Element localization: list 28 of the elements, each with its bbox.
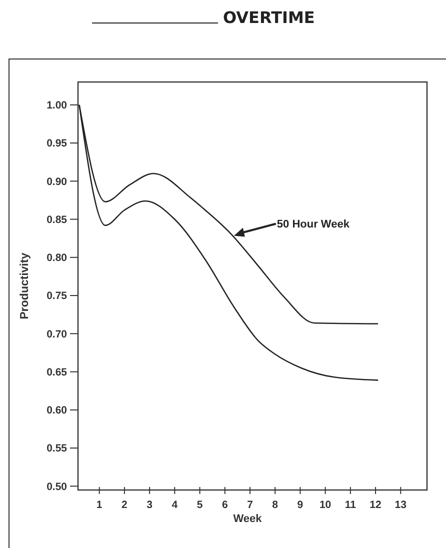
x-tick-label: 3 (146, 499, 153, 511)
x-tick-label: 5 (196, 499, 203, 511)
y-tick-label: 0.55 (46, 442, 68, 455)
x-tick-label: 11 (344, 499, 356, 511)
x-tick-label: 8 (272, 499, 278, 511)
chart-title: OVERTIME (223, 8, 315, 27)
y-tick-label: 0.60 (46, 404, 68, 417)
x-tick-label: 6 (222, 499, 228, 511)
x-tick-label: 10 (319, 499, 332, 511)
x-tick-label: 12 (370, 499, 382, 511)
x-tick-label: 1 (96, 499, 102, 511)
x-tick-label: 2 (122, 499, 128, 511)
y-tick-label: 0.70 (46, 328, 68, 340)
y-tick-label: 0.95 (46, 138, 68, 150)
y-tick-label: 0.65 (46, 366, 68, 378)
legend-label: 50 Hour Week (276, 218, 350, 231)
x-tick-label: 13 (394, 499, 407, 511)
y-tick-label: 0.50 (46, 480, 68, 493)
x-tick-label: 4 (172, 499, 178, 511)
x-tick-label: 7 (247, 499, 254, 511)
y-tick-label: 0.90 (46, 176, 68, 188)
y-tick-label: 0.85 (46, 214, 68, 226)
x-tick-label: 9 (297, 499, 304, 511)
y-tick-label: 1.00 (46, 100, 68, 112)
y-axis-title: Productivity (19, 252, 31, 320)
y-tick-label: 0.80 (46, 252, 68, 264)
x-axis-title: Week (233, 513, 263, 525)
y-tick-label: 0.75 (46, 290, 68, 302)
